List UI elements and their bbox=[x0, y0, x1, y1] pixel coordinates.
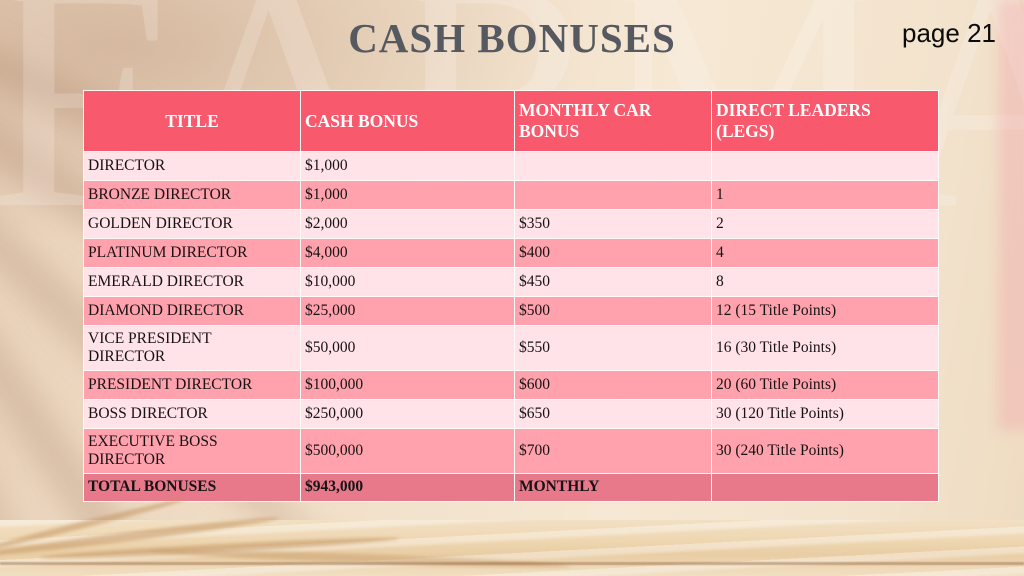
total-row: TOTAL BONUSES $943,000 MONTHLY bbox=[83, 473, 939, 502]
cell-total-car-bonus: MONTHLY bbox=[514, 473, 712, 502]
cell-car-bonus: $400 bbox=[514, 238, 712, 268]
cell-cash-bonus: $25,000 bbox=[300, 296, 515, 326]
cell-title: GOLDEN DIRECTOR bbox=[83, 209, 301, 239]
cell-car-bonus: $650 bbox=[514, 399, 712, 429]
table-row: VICE PRESIDENT DIRECTOR $50,000 $550 16 (30… bbox=[83, 325, 939, 371]
table-row: PLATINUM DIRECTOR $4,000 $400 4 bbox=[83, 238, 939, 268]
cell-direct-leaders: 4 bbox=[711, 238, 939, 268]
fabric-band bbox=[0, 495, 1024, 576]
cell-car-bonus: $600 bbox=[514, 370, 712, 400]
column-header-monthly-car-bonus: MONTHLY CAR BONUS bbox=[514, 90, 712, 152]
cell-car-bonus: $500 bbox=[514, 296, 712, 326]
fabric-fold-line bbox=[0, 562, 1024, 565]
cell-direct-leaders: 2 bbox=[711, 209, 939, 239]
table-row: PRESIDENT DIRECTOR $100,000 $600 20 (60 Tit… bbox=[83, 370, 939, 400]
cell-title: DIAMOND DIRECTOR bbox=[83, 296, 301, 326]
cell-cash-bonus: $100,000 bbox=[300, 370, 515, 400]
cell-car-bonus bbox=[514, 151, 712, 181]
cell-car-bonus: $550 bbox=[514, 325, 712, 371]
cell-text: EXECUTIVE BOSS DIRECTOR bbox=[88, 432, 218, 468]
cell-title: PRESIDENT DIRECTOR bbox=[83, 370, 301, 400]
table-row: DIRECTOR $1,000 bbox=[83, 151, 939, 181]
cell-cash-bonus: $10,000 bbox=[300, 267, 515, 297]
column-header-label: CASH BONUS bbox=[305, 110, 419, 131]
cell-cash-bonus: $1,000 bbox=[300, 151, 515, 181]
cell-car-bonus: $350 bbox=[514, 209, 712, 239]
table-row: DIAMOND DIRECTOR $25,000 $500 12 (15 Title … bbox=[83, 296, 939, 326]
cell-title: EXECUTIVE BOSS DIRECTOR bbox=[83, 428, 301, 474]
cell-title: EMERALD DIRECTOR bbox=[83, 267, 301, 297]
cell-direct-leaders: 12 (15 Title Points) bbox=[711, 296, 939, 326]
table-row: EXECUTIVE BOSS DIRECTOR $500,000 $700 30 (2… bbox=[83, 428, 939, 474]
cell-direct-leaders: 20 (60 Title Points) bbox=[711, 370, 939, 400]
table-row: GOLDEN DIRECTOR $2,000 $350 2 bbox=[83, 209, 939, 239]
cell-direct-leaders: 1 bbox=[711, 180, 939, 210]
cell-cash-bonus: $2,000 bbox=[300, 209, 515, 239]
cell-cash-bonus: $1,000 bbox=[300, 180, 515, 210]
cell-cash-bonus: $500,000 bbox=[300, 428, 515, 474]
table-row: BRONZE DIRECTOR $1,000 1 bbox=[83, 180, 939, 210]
column-header-label: TITLE bbox=[165, 110, 219, 131]
cell-direct-leaders: 30 (120 Title Points) bbox=[711, 399, 939, 429]
cell-car-bonus: $450 bbox=[514, 267, 712, 297]
table-row: EMERALD DIRECTOR $10,000 $450 8 bbox=[83, 267, 939, 297]
cell-total-title: TOTAL BONUSES bbox=[83, 473, 301, 502]
column-header-title: TITLE bbox=[83, 90, 301, 152]
table-header-row: TITLE CASH BONUS MONTHLY CAR BONUS DIREC… bbox=[83, 90, 939, 152]
cell-cash-bonus: $250,000 bbox=[300, 399, 515, 429]
cell-direct-leaders: 16 (30 Title Points) bbox=[711, 325, 939, 371]
column-header-cash-bonus: CASH BONUS bbox=[300, 90, 515, 152]
cell-text: VICE PRESIDENT DIRECTOR bbox=[88, 329, 212, 365]
cell-title: DIRECTOR bbox=[83, 151, 301, 181]
cell-title: VICE PRESIDENT DIRECTOR bbox=[83, 325, 301, 371]
cell-total-direct-leaders bbox=[711, 473, 939, 502]
cell-title: PLATINUM DIRECTOR bbox=[83, 238, 301, 268]
cash-bonuses-table: TITLE CASH BONUS MONTHLY CAR BONUS DIREC… bbox=[83, 90, 939, 502]
column-header-label: MONTHLY CAR BONUS bbox=[519, 100, 652, 141]
table-row: BOSS DIRECTOR $250,000 $650 30 (120 Title P… bbox=[83, 399, 939, 429]
page-title: CASH BONUSES bbox=[348, 15, 676, 61]
cell-car-bonus bbox=[514, 180, 712, 210]
cell-total-cash-bonus: $943,000 bbox=[300, 473, 515, 502]
cell-direct-leaders: 8 bbox=[711, 267, 939, 297]
cell-direct-leaders bbox=[711, 151, 939, 181]
cell-cash-bonus: $4,000 bbox=[300, 238, 515, 268]
cell-title: BOSS DIRECTOR bbox=[83, 399, 301, 429]
cell-car-bonus: $700 bbox=[514, 428, 712, 474]
cell-title: BRONZE DIRECTOR bbox=[83, 180, 301, 210]
column-header-label: DIRECT LEADERS (LEGS) bbox=[716, 100, 871, 141]
watermark-tint bbox=[998, 0, 1024, 430]
column-header-direct-leaders: DIRECT LEADERS (LEGS) bbox=[711, 90, 939, 152]
page-number-label: page 21 bbox=[902, 18, 996, 48]
cell-direct-leaders: 30 (240 Title Points) bbox=[711, 428, 939, 474]
cell-cash-bonus: $50,000 bbox=[300, 325, 515, 371]
